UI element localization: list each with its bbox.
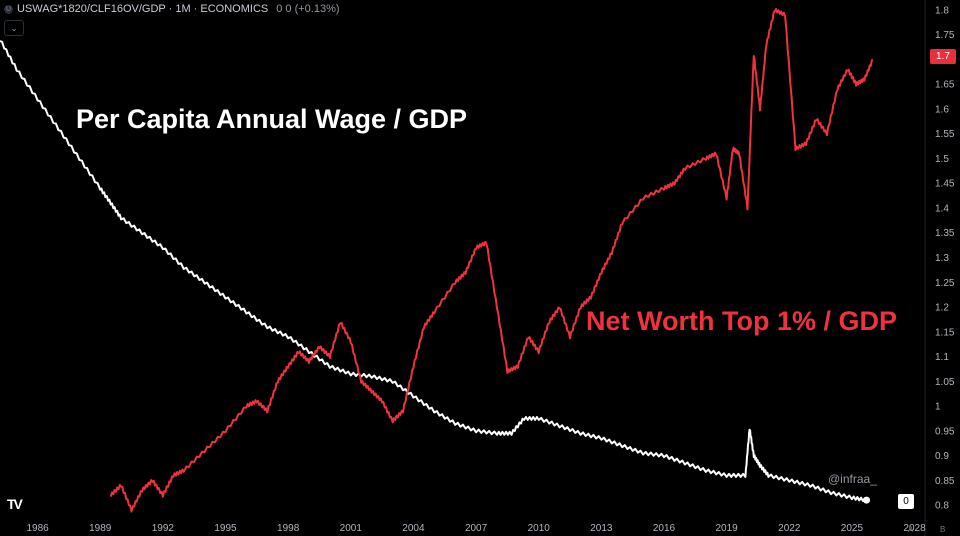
y-tick-label: 1: [935, 402, 941, 413]
x-tick-label: 2001: [340, 523, 363, 534]
x-tick-label: 2022: [778, 523, 801, 534]
symbol-title[interactable]: USWAG*1820/CLF16OV/GDP · 1M · ECONOMICS: [17, 3, 269, 15]
x-tick-label: 1998: [277, 523, 300, 534]
y-tick-label: 1.35: [935, 228, 955, 239]
wage-last-value-badge: 0: [898, 494, 914, 509]
marker-layer: [863, 496, 871, 504]
y-tick-label: 0.95: [935, 426, 955, 437]
y-tick-label: 1.2: [935, 303, 949, 314]
y-tick-label: 0.9: [935, 451, 949, 462]
symbol-logo-icon: U: [4, 4, 13, 14]
x-tick-label: 1986: [26, 523, 49, 534]
y-tick-label: 1.6: [935, 104, 949, 115]
tradingview-logo[interactable]: TV: [7, 496, 23, 512]
symbol-values: 0 0 (+0.13%): [276, 3, 340, 15]
x-tick-label: 2007: [465, 523, 488, 534]
x-tick-label: 1995: [214, 523, 237, 534]
chart-header: U USWAG*1820/CLF16OV/GDP · 1M · ECONOMIC…: [0, 0, 340, 18]
x-tick-label: 2010: [528, 523, 551, 534]
networth-series-line[interactable]: [109, 8, 874, 513]
y-tick-label: 1.4: [935, 203, 949, 214]
networth-last-value-badge: 1.7: [930, 49, 956, 64]
x-tick-label: 2025: [841, 523, 864, 534]
y-tick-label: 1.05: [935, 377, 955, 388]
wage-series-line[interactable]: [0, 40, 868, 502]
series-layer: [0, 8, 874, 513]
wage-end-point: [863, 496, 871, 504]
y-tick-label: 1.25: [935, 278, 955, 289]
x-tick-label: 2016: [653, 523, 676, 534]
wage-annotation: Per Capita Annual Wage / GDP: [76, 104, 468, 134]
x-tick-label: 2013: [590, 523, 613, 534]
y-tick-label: 1.8: [935, 5, 949, 16]
x-tick-label: 2028: [903, 523, 926, 534]
y-tick-label: 1.5: [935, 154, 949, 165]
y-tick-label: 1.75: [935, 30, 955, 41]
x-tick-label: 1992: [152, 523, 175, 534]
y-tick-label: 0.8: [935, 501, 949, 512]
y-tick-label: 1.1: [935, 352, 949, 363]
networth-annotation: Net Worth Top 1% / GDP: [586, 306, 898, 336]
y-tick-label: 1.3: [935, 253, 949, 264]
y-tick-label: 1.15: [935, 327, 955, 338]
x-tick-label: 1989: [89, 523, 112, 534]
y-tick-label: 1.45: [935, 179, 955, 190]
y-tick-label: 0.85: [935, 476, 955, 487]
y-tick-label: 1.55: [935, 129, 955, 140]
x-tick-label: 2004: [402, 523, 425, 534]
log-scale-button[interactable]: B: [940, 525, 946, 534]
author-watermark: @infraa_: [828, 472, 877, 486]
collapse-chevron-icon[interactable]: ⌄: [4, 20, 24, 36]
tick-label-layer: 1.8 1.75 1.7 1.65 1.6 1.55 1.5 1.45 1.4 1.35 1.3 1.…: [26, 5, 954, 534]
x-tick-label: 2019: [716, 523, 739, 534]
auto-scale-button[interactable]: A: [908, 525, 914, 534]
y-tick-label: 1.65: [935, 80, 955, 91]
